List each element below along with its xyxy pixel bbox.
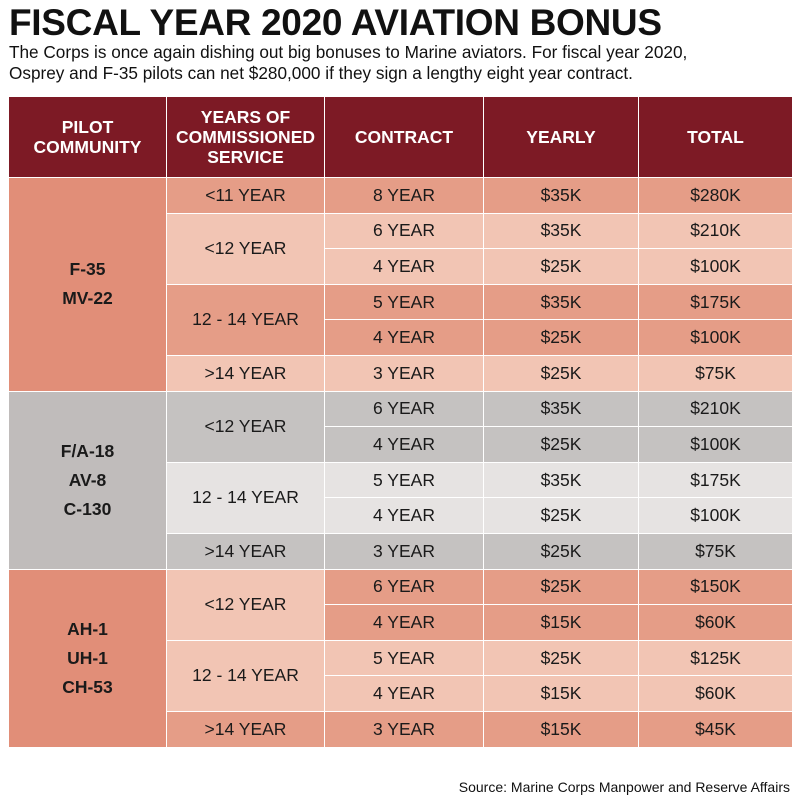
total-cell: $150K (638, 568, 793, 606)
infographic-title: FISCAL YEAR 2020 AVIATION BONUS (9, 2, 662, 43)
contract-cell: 4 YEAR (324, 604, 484, 641)
yearly-cell: $25K (483, 426, 639, 463)
table-row: 4 YEAR $15K $60K (9, 675, 793, 712)
yearly-cell: $35K (483, 390, 639, 428)
contract-cell: 4 YEAR (324, 497, 484, 534)
contract-cell: 4 YEAR (324, 248, 484, 285)
service-cell: >14 YEAR (166, 532, 325, 570)
total-cell: $175K (638, 461, 793, 499)
contract-cell: 5 YEAR (324, 283, 484, 321)
total-cell: $60K (638, 675, 793, 712)
yearly-cell: $35K (483, 283, 639, 321)
yearly-cell: $15K (483, 604, 639, 641)
table-row: 12 - 14 YEAR 5 YEAR $35K $175K (9, 283, 793, 356)
contract-cell: 4 YEAR (324, 426, 484, 463)
table-row: >14 YEAR 3 YEAR $25K $75K (9, 532, 793, 570)
total-cell: $175K (638, 283, 793, 321)
yearly-cell: $15K (483, 675, 639, 712)
table-row: <12 YEAR 6 YEAR $35K $210K (9, 212, 793, 285)
total-cell: $60K (638, 604, 793, 641)
total-cell: $125K (638, 639, 793, 677)
contract-cell: 5 YEAR (324, 639, 484, 677)
table-row: >14 YEAR 3 YEAR $15K $45K (9, 710, 793, 748)
table-row: AH-1 UH-1 CH-53 <12 YEAR 6 YEAR $25K $15… (8, 568, 793, 748)
contract-cell: 6 YEAR (324, 568, 484, 606)
total-cell: $280K (638, 177, 793, 214)
contract-cell: 3 YEAR (324, 710, 484, 748)
total-cell: $100K (638, 497, 793, 534)
table-row: 4 YEAR $25K $100K (9, 426, 793, 463)
table-row: F/A-18 AV-8 C-130 <12 YEAR 6 YEAR $35K $… (8, 390, 793, 570)
subtitle-line: Osprey and F-35 pilots can net $280,000 … (9, 63, 633, 83)
yearly-cell: $25K (483, 639, 639, 677)
contract-cell: 4 YEAR (324, 319, 484, 356)
service-cell: 12 - 14 YEAR (166, 639, 325, 712)
bonus-table: PILOT COMMUNITY YEARS OF COMMISSIONED SE… (8, 96, 793, 748)
header-yearly: YEARLY (483, 96, 639, 178)
table-row: 4 YEAR $15K $60K (9, 604, 793, 641)
total-cell: $100K (638, 248, 793, 285)
header-contract: CONTRACT (324, 96, 484, 178)
table-row: F-35 MV-22 <11 YEAR 8 YEAR $35K $280K (8, 177, 793, 392)
yearly-cell: $35K (483, 461, 639, 499)
total-cell: $210K (638, 390, 793, 428)
total-cell: $75K (638, 354, 793, 392)
table-group-ah1-uh1-ch53: AH-1 UH-1 CH-53 <12 YEAR 6 YEAR $25K $15… (8, 568, 793, 748)
service-cell: >14 YEAR (166, 354, 325, 392)
yearly-cell: $35K (483, 177, 639, 214)
total-cell: $210K (638, 212, 793, 250)
service-cell: 12 - 14 YEAR (166, 283, 325, 356)
yearly-cell: $25K (483, 497, 639, 534)
table-row: 4 YEAR $25K $100K (9, 248, 793, 285)
yearly-cell: $25K (483, 532, 639, 570)
total-cell: $100K (638, 319, 793, 356)
service-cell: >14 YEAR (166, 710, 325, 748)
contract-cell: 3 YEAR (324, 532, 484, 570)
service-cell: <11 YEAR (166, 177, 325, 214)
total-cell: $75K (638, 532, 793, 570)
table-group-f35-mv22: F-35 MV-22 <11 YEAR 8 YEAR $35K $280K <1… (8, 177, 793, 392)
header-years-of-service: YEARS OF COMMISSIONED SERVICE (166, 96, 325, 178)
header-pilot-community: PILOT COMMUNITY (8, 96, 167, 178)
contract-cell: 8 YEAR (324, 177, 484, 214)
yearly-cell: $25K (483, 568, 639, 606)
service-cell: <12 YEAR (166, 212, 325, 285)
service-cell: 12 - 14 YEAR (166, 461, 325, 534)
total-cell: $45K (638, 710, 793, 748)
service-cell: <12 YEAR (166, 390, 325, 463)
subtitle-line: The Corps is once again dishing out big … (9, 42, 688, 62)
yearly-cell: $25K (483, 248, 639, 285)
table-row: 12 - 14 YEAR 5 YEAR $25K $125K (9, 639, 793, 712)
table-row: 4 YEAR $25K $100K (9, 319, 793, 356)
pilot-community-cell: F-35 MV-22 (8, 177, 167, 392)
yearly-cell: $25K (483, 354, 639, 392)
pilot-community-cell: F/A-18 AV-8 C-130 (8, 390, 167, 570)
table-header-row: PILOT COMMUNITY YEARS OF COMMISSIONED SE… (8, 96, 793, 178)
total-cell: $100K (638, 426, 793, 463)
table-row: 4 YEAR $25K $100K (9, 497, 793, 534)
table-row: 12 - 14 YEAR 5 YEAR $35K $175K (9, 461, 793, 534)
table-row: >14 YEAR 3 YEAR $25K $75K (9, 354, 793, 392)
infographic-subtitle: The Corps is once again dishing out big … (9, 42, 794, 84)
contract-cell: 3 YEAR (324, 354, 484, 392)
source-credit: Source: Marine Corps Manpower and Reserv… (458, 779, 790, 795)
contract-cell: 5 YEAR (324, 461, 484, 499)
header-total: TOTAL (638, 96, 793, 178)
yearly-cell: $35K (483, 212, 639, 250)
contract-cell: 6 YEAR (324, 390, 484, 428)
yearly-cell: $25K (483, 319, 639, 356)
table-group-fa18-av8-c130: F/A-18 AV-8 C-130 <12 YEAR 6 YEAR $35K $… (8, 390, 793, 570)
pilot-community-cell: AH-1 UH-1 CH-53 (8, 568, 167, 748)
yearly-cell: $15K (483, 710, 639, 748)
contract-cell: 4 YEAR (324, 675, 484, 712)
service-cell: <12 YEAR (166, 568, 325, 641)
contract-cell: 6 YEAR (324, 212, 484, 250)
